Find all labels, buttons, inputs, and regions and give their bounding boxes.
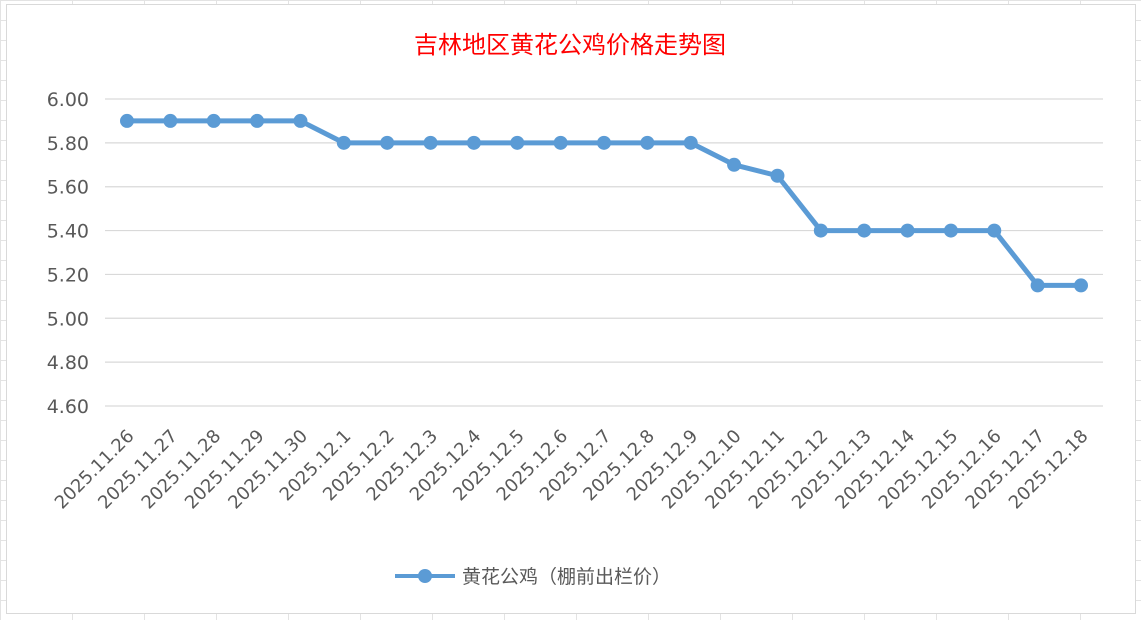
legend-point-marker [418, 569, 432, 583]
chart-title: 吉林地区黄花公鸡价格走势图 [414, 31, 726, 59]
data-point[interactable] [206, 113, 221, 128]
y-tick-label: 4.60 [47, 396, 89, 418]
y-tick-label: 5.00 [47, 308, 89, 330]
data-point[interactable] [466, 135, 481, 150]
series-line-group [120, 113, 1088, 293]
data-point[interactable] [640, 135, 655, 150]
legend-label: 黄花公鸡（棚前出栏价） [462, 566, 671, 588]
data-point[interactable] [727, 157, 742, 172]
data-point[interactable] [683, 135, 698, 150]
y-tick-label: 4.80 [47, 352, 89, 374]
data-point[interactable] [770, 168, 785, 183]
chart-area[interactable] [6, 4, 1136, 614]
data-point[interactable] [987, 223, 1002, 238]
y-axis-tick-labels: 6.00 5.80 5.60 5.40 5.20 5.00 4.80 4.60 [47, 89, 89, 418]
data-point[interactable] [380, 135, 395, 150]
data-point[interactable] [597, 135, 611, 150]
data-point[interactable] [250, 113, 265, 128]
y-tick-label: 5.60 [47, 177, 89, 199]
data-point[interactable] [1074, 278, 1088, 293]
data-point[interactable] [510, 135, 525, 150]
data-point[interactable] [813, 223, 828, 238]
y-tick-label: 5.80 [47, 133, 89, 155]
y-tick-label: 5.40 [47, 221, 89, 243]
data-point[interactable] [423, 135, 438, 150]
x-axis-tick-labels: 2025.11.262025.11.272025.11.282025.11.29… [51, 426, 1093, 514]
legend[interactable]: 黄花公鸡（棚前出栏价） [395, 566, 671, 588]
y-tick-label: 6.00 [47, 89, 89, 111]
data-point[interactable] [857, 223, 872, 238]
data-point[interactable] [943, 223, 958, 238]
data-point[interactable] [163, 113, 178, 128]
data-point[interactable] [293, 113, 308, 128]
y-tick-label: 5.20 [47, 264, 89, 286]
data-point[interactable] [336, 135, 351, 150]
data-point[interactable] [1030, 278, 1045, 293]
data-point[interactable] [553, 135, 568, 150]
data-point[interactable] [900, 223, 915, 238]
data-point[interactable] [120, 113, 134, 128]
